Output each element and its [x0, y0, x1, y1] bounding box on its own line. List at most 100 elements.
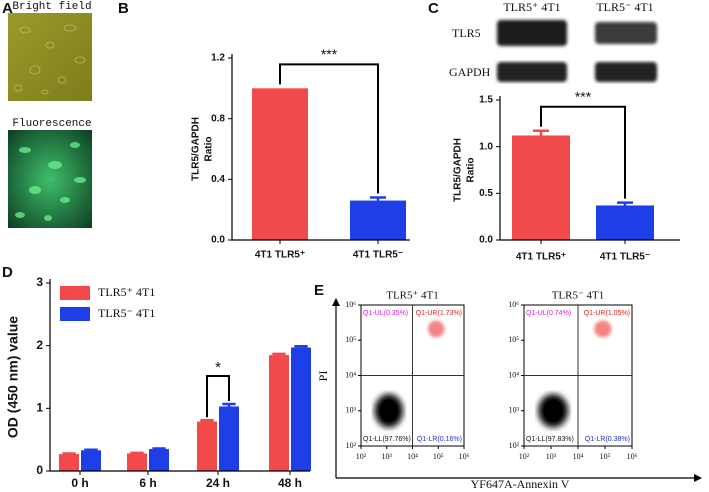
- y-tick-label: 0.8: [211, 113, 225, 124]
- panel-letter: D: [2, 264, 13, 281]
- bar: [197, 421, 217, 471]
- y-tick-label: 10⁵: [345, 335, 356, 344]
- error-bar: [617, 201, 633, 206]
- quadrant-label: Q1-LL(97.83%): [526, 436, 574, 443]
- bar: [252, 88, 308, 240]
- y-tick-label: 1.2: [211, 53, 225, 64]
- bar: [81, 450, 101, 471]
- x-tick-label: 4T1 TLR5⁻: [600, 252, 650, 263]
- quadrant-gate: [361, 305, 464, 446]
- y-axis-label: Ratio: [466, 158, 477, 183]
- event-cloud: [379, 399, 399, 423]
- bar: [596, 205, 654, 240]
- x-tick-label: 4T1 TLR5⁺: [516, 252, 566, 263]
- x-tick-label: 4T1 TLR5⁻: [353, 250, 403, 261]
- quadrant-label: Q1-LL(97.76%): [363, 436, 411, 443]
- significance-label: *: [215, 359, 221, 376]
- x-axis-label: YF647A-Annexin V: [471, 477, 570, 491]
- bar: [291, 347, 311, 471]
- x-tick-label: 10⁵: [600, 452, 611, 461]
- cell-texture: [15, 142, 86, 221]
- significance-bracket: [540, 105, 626, 199]
- y-tick-label: 10⁶: [508, 300, 519, 309]
- y-axis-label: TLR5/GAPDH: [453, 138, 464, 202]
- y-tick-label: 3: [36, 275, 43, 289]
- x-tick-label: 6 h: [139, 476, 156, 490]
- significance-bracket: [279, 63, 379, 194]
- quadrant-label: Q1-LR(0.38%): [585, 436, 630, 443]
- x-tick-label: 10³: [382, 452, 393, 461]
- quadrant-label: Q1-LR(0.16%): [417, 436, 462, 443]
- blot-column-label: TLR5⁻ 4T1: [596, 0, 653, 14]
- significance-label: ***: [575, 89, 592, 105]
- error-bar: [272, 352, 286, 356]
- y-tick-label: 2: [36, 338, 43, 352]
- legend-swatch: [60, 286, 90, 300]
- bar: [127, 453, 147, 471]
- error-bar: [130, 451, 144, 455]
- y-tick-label: 0.0: [479, 235, 493, 246]
- y-tick-label: 1: [36, 401, 43, 415]
- y-tick-label: 10²: [346, 441, 357, 450]
- error-bar: [370, 196, 386, 201]
- quadrant-label: Q1-UR(1.73%): [416, 310, 462, 317]
- y-axis-label: PI: [316, 371, 330, 382]
- blot-band: [595, 62, 657, 82]
- blot-band: [497, 62, 567, 82]
- x-tick-label: 10⁵: [433, 452, 444, 461]
- significance-label: ***: [321, 46, 338, 62]
- error-bar: [294, 345, 308, 348]
- event-cloud: [543, 399, 563, 423]
- plot-title: TLR5⁻ 4T1: [552, 290, 605, 302]
- y-tick-label: 10⁵: [508, 335, 519, 344]
- bar: [59, 454, 79, 471]
- x-tick-label: 4T1 TLR5⁺: [255, 250, 305, 261]
- x-tick-label: 24 h: [206, 476, 230, 490]
- x-tick-label: 10⁶: [627, 452, 638, 461]
- x-tick-label: 10³: [546, 452, 557, 461]
- x-tick-label: 10⁶: [459, 452, 470, 461]
- blot-row-label: GAPDH: [449, 65, 491, 79]
- y-tick-label: 10⁶: [345, 300, 356, 309]
- x-tick-label: 10⁴: [407, 452, 418, 461]
- x-tick-label: 10²: [519, 452, 530, 461]
- error-bar: [152, 447, 166, 450]
- blot-row-label: TLR5: [452, 26, 481, 40]
- y-tick-label: 1.0: [479, 141, 493, 152]
- y-tick-label: 10²: [509, 441, 520, 450]
- quadrant-gate: [524, 305, 632, 446]
- bar: [350, 200, 406, 240]
- panel-letter: B: [118, 0, 129, 17]
- error-bar: [84, 448, 98, 451]
- y-tick-label: 1.5: [479, 95, 493, 106]
- event-cloud: [594, 320, 612, 338]
- y-tick-label: 0: [36, 463, 43, 477]
- y-axis-label: TLR5/GAPDH: [191, 117, 202, 181]
- y-tick-label: 0.0: [211, 235, 225, 246]
- bar: [269, 355, 289, 471]
- y-tick-label: 10⁴: [508, 370, 519, 379]
- panel-letter: C: [428, 0, 439, 17]
- image-title: Fluorescence: [12, 118, 91, 130]
- significance-bracket: [206, 374, 230, 418]
- quadrant-label: Q1-UR(1.05%): [584, 310, 630, 317]
- y-tick-label: 10⁴: [345, 370, 356, 379]
- y-tick-label: 10³: [346, 406, 357, 415]
- x-tick-label: 10⁴: [573, 452, 584, 461]
- x-tick-label: 0 h: [71, 476, 88, 490]
- plot-title: TLR5⁺ 4T1: [386, 290, 439, 302]
- bar: [512, 135, 570, 240]
- blot-column-label: TLR5⁺ 4T1: [503, 0, 560, 14]
- y-tick-label: 0.5: [479, 188, 493, 199]
- error-bar: [222, 402, 236, 407]
- y-axis-label: OD (450 nm) value: [5, 316, 21, 438]
- error-bar: [200, 418, 214, 422]
- y-axis-label: Ratio: [204, 137, 215, 162]
- cell-texture: [13, 24, 86, 95]
- error-bar: [62, 452, 76, 455]
- x-tick-label: 48 h: [278, 476, 302, 490]
- bar: [149, 449, 169, 471]
- panel-letter: E: [314, 282, 324, 299]
- y-tick-label: 0.4: [211, 174, 225, 185]
- x-tick-label: 10²: [356, 452, 367, 461]
